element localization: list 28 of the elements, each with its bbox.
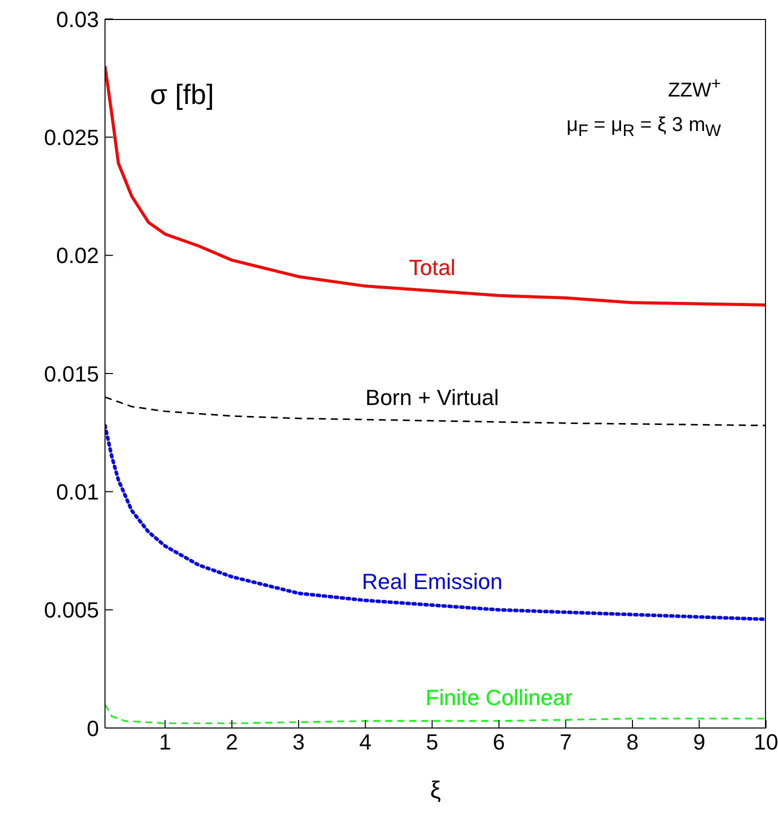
line-series	[105, 424, 766, 622]
y-tick-label: 0	[86, 716, 99, 741]
x-tick-label: 5	[426, 730, 438, 755]
y-tick-label: 0.03	[56, 6, 99, 32]
y-tick-label: 0.015	[44, 361, 99, 386]
y-tick-label: 0.005	[44, 598, 99, 623]
x-tick-label: 3	[292, 730, 305, 755]
x-tick-label: 1	[158, 730, 172, 755]
x-tick-label: 7	[560, 730, 572, 755]
x-tick-label: 2	[226, 730, 238, 755]
annotation: σ [fb]	[150, 79, 214, 111]
series-label: Finite Collinear	[426, 684, 572, 710]
series-label: Real Emission	[362, 569, 502, 594]
line-series	[105, 704, 766, 724]
x-tick-label: 10	[754, 730, 778, 755]
annotation: ZZW$^{+}$	[668, 74, 721, 103]
series-label: Born + Virtual	[365, 384, 499, 410]
x-tick-label: 8	[626, 730, 639, 755]
x-tick-label: 9	[693, 730, 706, 755]
y-tick-label: 0.025	[44, 124, 99, 150]
x-axis-title: ξ	[430, 777, 442, 804]
annotation: μ$_{F}$ = μ$_{R}$ = ξ 3 m$_{W}$	[566, 114, 721, 141]
y-tick-label: 0.02	[56, 243, 99, 268]
line-series	[105, 64, 766, 306]
series-label: Total	[408, 254, 456, 280]
x-tick-label: 6	[492, 730, 506, 755]
y-tick-label: 0.01	[56, 479, 99, 504]
x-tick-label: 4	[359, 730, 372, 755]
